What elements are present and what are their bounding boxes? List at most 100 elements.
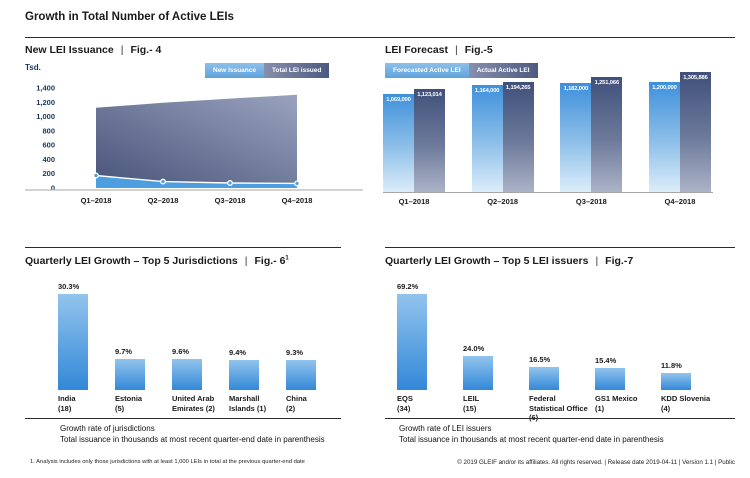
fig5-number: Fig.-5 <box>464 44 493 56</box>
category-label: Marshall Islands (1) <box>229 394 286 413</box>
category-label-line: (34) <box>397 403 411 413</box>
bar <box>397 294 427 390</box>
data-point-marker <box>160 178 166 185</box>
bar <box>229 359 259 390</box>
y-tick-label: 400 <box>42 155 55 164</box>
bar-actual: 1,305,886 <box>679 72 711 192</box>
category-label-line: (5) <box>115 403 125 413</box>
category-label-line: Estonia <box>115 394 143 403</box>
bar <box>115 358 145 390</box>
bar-value-label: 1,251,066 <box>594 80 620 86</box>
bar-value-label: 1,305,886 <box>683 75 708 81</box>
bar <box>172 359 202 390</box>
fig4-title-text: New LEI Issuance <box>25 44 114 56</box>
bar-value-label: 69.2% <box>397 282 419 291</box>
fig5-title-text: LEI Forecast <box>385 44 449 56</box>
page-footnote: 1. Analysis includes only those jurisdic… <box>30 459 305 465</box>
bar-value-label: 9.4% <box>229 347 247 357</box>
title-separator: | <box>120 44 124 56</box>
y-tick-label: 600 <box>42 141 55 150</box>
bar-value-label: 1,182,000 <box>563 86 589 93</box>
bar-column: 9.6% <box>172 282 229 390</box>
fig4-number: Fig.- 4 <box>130 44 162 56</box>
category-label-line: (4) <box>661 403 671 413</box>
fig6-divider <box>25 247 341 248</box>
legend-chip-new-issuance: New Issuance <box>205 63 264 78</box>
category-label-line: Islands (1) <box>229 403 267 413</box>
bar-column: 15.4% <box>595 282 661 390</box>
fig5-legend: Forecasted Active LEI Actual Active LEI <box>385 63 538 78</box>
fig7-number: Fig.-7 <box>605 255 634 267</box>
page-title: Growth in Total Number of Active LEIs <box>25 11 234 23</box>
category-label-line: (18) <box>58 403 72 413</box>
fig7-caption-2: Total issuance in thousands at most rece… <box>399 435 664 444</box>
bar-actual: 1,194,265 <box>502 82 534 192</box>
bar-forecast: 1,182,000 <box>560 83 592 192</box>
category-label: India (18) <box>58 394 115 413</box>
category-label-line: (2) <box>286 403 296 413</box>
fig6-footer-divider <box>25 418 341 419</box>
title-separator: | <box>595 255 599 267</box>
bar-actual: 1,251,066 <box>591 77 623 192</box>
fig5-title: LEI Forecast | Fig.-5 <box>385 44 493 56</box>
fig5-x-axis <box>383 192 713 193</box>
bar <box>58 294 88 390</box>
bar <box>463 356 493 390</box>
bar <box>529 366 559 390</box>
y-tick-label: 800 <box>42 126 55 135</box>
bar-column: 24.0% <box>463 282 529 390</box>
category-label: United Arab Emirates (2) <box>172 394 229 413</box>
fig6-title-text: Quarterly LEI Growth – Top 5 Jurisdictio… <box>25 255 238 267</box>
category-label-line: Federal <box>529 394 556 403</box>
category-label-line: (6) <box>529 413 595 423</box>
x-tick-label: Q2–2018 <box>148 196 179 205</box>
area-new-issuance <box>96 175 297 188</box>
bar-group: 1,164,000 1,194,265 <box>471 82 534 192</box>
bar-column: 9.3% <box>286 282 343 390</box>
y-tick-label: 1,000 <box>36 112 55 121</box>
category-label-line: Marshall <box>229 394 260 403</box>
bar-group: 1,182,000 1,251,066 <box>560 77 623 192</box>
new-issuance-line <box>95 174 298 185</box>
bar-value-label: 1,200,000 <box>652 84 677 91</box>
fig7-footer-divider <box>385 418 735 419</box>
y-tick-label: 0 <box>51 184 55 193</box>
category-label-line: EQS <box>397 394 413 403</box>
fig4-unit-label: Tsd. <box>25 63 41 72</box>
bar-column: 9.4% <box>229 282 286 390</box>
category-label-line: United Arab <box>172 394 215 403</box>
title-separator: | <box>455 44 458 56</box>
fig7-bar-chart: 69.2% 24.0% 16.5% 15.4% 11.8% <box>397 282 727 390</box>
bar-column: 69.2% <box>397 282 463 390</box>
fig6-caption-1: Growth rate of jurisdictions <box>60 424 155 433</box>
fig4-legend: New Issuance Total LEI issued <box>205 63 330 78</box>
bar-value-label: 30.3% <box>58 282 80 291</box>
bar <box>595 368 625 390</box>
x-tick-label: Q4–2018 <box>282 196 313 205</box>
bar <box>661 373 691 390</box>
bar-value-label: 16.5% <box>529 354 551 364</box>
category-label-line: (1) <box>595 403 605 413</box>
bar-column: 16.5% <box>529 282 595 390</box>
bar-forecast: 1,200,000 <box>648 81 680 192</box>
category-label: LEIL (15) <box>463 394 529 423</box>
y-tick-label: 1,200 <box>36 98 55 107</box>
category-label: Estonia (5) <box>115 394 172 413</box>
x-tick-label: Q1–2018 <box>398 197 430 206</box>
category-label-line: (15) <box>463 403 477 413</box>
area-total-lei-issued <box>96 94 297 188</box>
bar-column: 11.8% <box>661 282 727 390</box>
fig5-x-labels: Q1–2018 Q2–2018 Q3–2018 Q4–2018 <box>383 197 711 206</box>
bar-group: 1,069,000 1,123,014 <box>383 88 445 192</box>
y-tick-label: 200 <box>42 169 55 178</box>
bar-value-label: 24.0% <box>463 344 485 353</box>
category-label: China (2) <box>286 394 343 413</box>
bar-value-label: 9.3% <box>286 347 304 357</box>
category-label-line: GS1 Mexico <box>595 394 638 403</box>
x-tick-label: Q3–2018 <box>215 196 246 205</box>
bar <box>286 359 316 390</box>
x-tick-label: Q4–2018 <box>664 197 696 206</box>
fig7-title-text: Quarterly LEI Growth – Top 5 LEI issuers <box>385 255 589 267</box>
bar-forecast: 1,069,000 <box>383 93 414 192</box>
